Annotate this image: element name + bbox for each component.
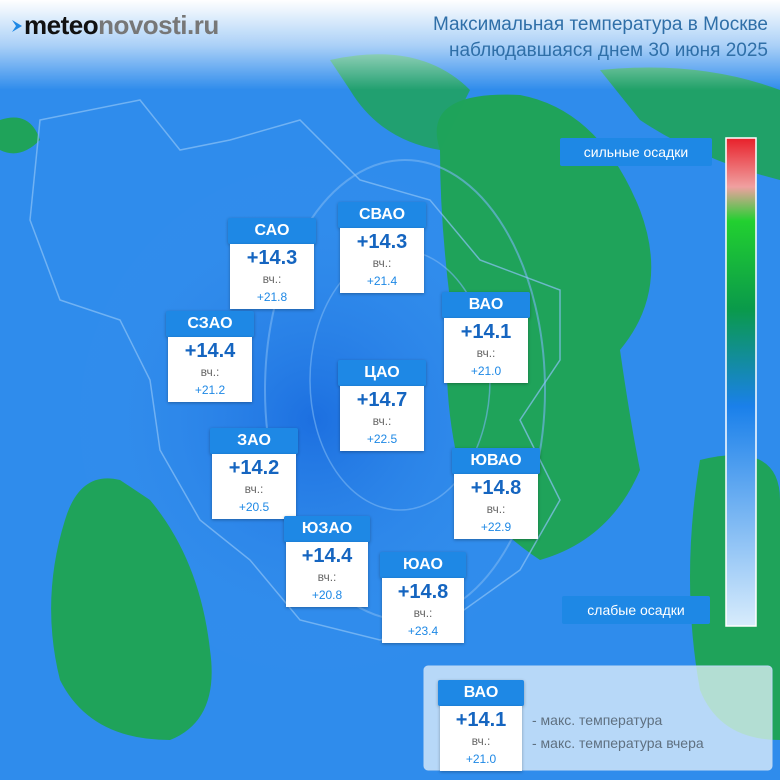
prev-row: вч.: +21.0: [440, 732, 522, 768]
prev-row: вч.: +21.8: [230, 270, 314, 306]
district-name: ЮЗАО: [284, 516, 370, 542]
district-card: СВАО +14.3 вч.: +21.4: [338, 202, 426, 293]
title-line: Максимальная температура в Москве: [432, 14, 768, 35]
district-body: +14.7 вч.: +22.5: [340, 386, 424, 451]
district-body: +14.4 вч.: +21.2: [168, 337, 252, 402]
prev-temp: +20.5: [238, 500, 270, 514]
prev-row: вч.: +20.8: [286, 568, 368, 604]
prev-label: вч.:: [262, 272, 282, 286]
max-temp: +14.4: [184, 340, 236, 362]
district-name: СВАО: [338, 202, 426, 228]
district-card: ЮВАО +14.8 вч.: +22.9: [452, 448, 540, 539]
prev-row: вч.: +22.9: [454, 500, 538, 536]
prev-row: вч.: +22.5: [340, 412, 424, 448]
title-line: наблюдавшаяся днем 30 июня 2025: [448, 40, 768, 61]
logo-icon: [12, 20, 22, 32]
max-temp: +14.7: [356, 389, 408, 411]
district-card: ЮАО +14.8 вч.: +23.4: [380, 552, 466, 643]
prev-row: вч.: +23.4: [382, 604, 464, 640]
logo: meteonovosti.ru: [24, 10, 219, 41]
logo-light: novosti.ru: [98, 10, 219, 40]
legend-high: сильные осадки: [560, 138, 712, 166]
district-card: ВАО +14.1 вч.: +21.0: [438, 680, 524, 771]
prev-label: вч.:: [471, 734, 491, 748]
district-body: +14.8 вч.: +23.4: [382, 578, 464, 643]
prev-temp: +20.8: [311, 588, 343, 602]
prev-row: вч.: +21.0: [444, 344, 528, 380]
prev-label: вч.:: [244, 482, 264, 496]
max-temp: +14.3: [246, 247, 298, 269]
district-name: САО: [228, 218, 316, 244]
max-temp: +14.2: [228, 457, 280, 479]
max-temp: +14.4: [301, 545, 353, 567]
prev-temp: +23.4: [407, 624, 439, 638]
prev-temp: +22.9: [480, 520, 512, 534]
district-body: +14.3 вч.: +21.4: [340, 228, 424, 293]
prev-label: вч.:: [486, 502, 506, 516]
district-card: ЮЗАО +14.4 вч.: +20.8: [284, 516, 370, 607]
prev-row: вч.: +21.4: [340, 254, 424, 290]
district-body: +14.8 вч.: +22.9: [454, 474, 538, 539]
district-name: ЮВАО: [452, 448, 540, 474]
prev-temp: +21.8: [256, 290, 288, 304]
district-name: ЮАО: [380, 552, 466, 578]
prev-label: вч.:: [372, 414, 392, 428]
prev-temp: +21.0: [465, 752, 497, 766]
max-temp: +14.8: [470, 477, 522, 499]
max-temp: +14.1: [460, 321, 512, 343]
prev-row: вч.: +20.5: [212, 480, 296, 516]
district-card: ВАО +14.1 вч.: +21.0: [442, 292, 530, 383]
max-temp: +14.1: [455, 709, 507, 731]
color-scale: [725, 137, 757, 627]
district-name: ВАО: [438, 680, 524, 706]
district-name: ЗАО: [210, 428, 298, 454]
max-temp: +14.3: [356, 231, 408, 253]
prev-label: вч.:: [372, 256, 392, 270]
district-body: +14.1 вч.: +21.0: [440, 706, 522, 771]
district-name: ВАО: [442, 292, 530, 318]
key-note: - макс. температура вчера: [532, 735, 704, 751]
district-name: СЗАО: [166, 311, 254, 337]
district-card: САО +14.3 вч.: +21.8: [228, 218, 316, 309]
district-body: +14.4 вч.: +20.8: [286, 542, 368, 607]
district-body: +14.2 вч.: +20.5: [212, 454, 296, 519]
prev-temp: +22.5: [366, 432, 398, 446]
district-card: СЗАО +14.4 вч.: +21.2: [166, 311, 254, 402]
district-body: +14.3 вч.: +21.8: [230, 244, 314, 309]
prev-label: вч.:: [476, 346, 496, 360]
prev-row: вч.: +21.2: [168, 363, 252, 399]
prev-label: вч.:: [200, 365, 220, 379]
logo-bold: meteo: [24, 10, 99, 40]
district-card: ЗАО +14.2 вч.: +20.5: [210, 428, 298, 519]
prev-label: вч.:: [413, 606, 433, 620]
legend-low: слабые осадки: [562, 596, 710, 624]
prev-temp: +21.2: [194, 383, 226, 397]
key-note: - макс. температура: [532, 712, 663, 728]
max-temp: +14.8: [397, 581, 449, 603]
district-body: +14.1 вч.: +21.0: [444, 318, 528, 383]
district-card: ЦАО +14.7 вч.: +22.5: [338, 360, 426, 451]
prev-label: вч.:: [317, 570, 337, 584]
district-name: ЦАО: [338, 360, 426, 386]
prev-temp: +21.0: [470, 364, 502, 378]
prev-temp: +21.4: [366, 274, 398, 288]
